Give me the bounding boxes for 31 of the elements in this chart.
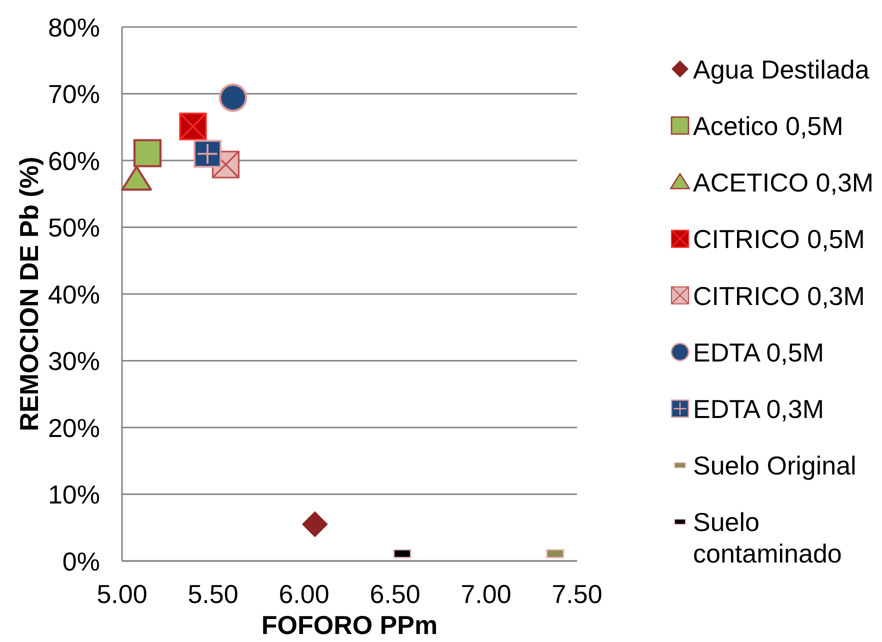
- legend-label: CITRICO 0,3M: [693, 280, 865, 311]
- x-tick-label: 6.50: [370, 579, 420, 609]
- y-axis-title: REMOCION DE Pb (%): [14, 156, 44, 432]
- point: [194, 140, 222, 168]
- legend-label: Suelo contaminado: [693, 507, 842, 568]
- y-tick-label: 80%: [48, 12, 100, 42]
- x-tick-label: 5.50: [188, 579, 238, 609]
- y-tick-label: 60%: [48, 146, 100, 176]
- legend-label: Acetico 0,5M: [693, 110, 844, 141]
- legend-label: Agua Destilada: [693, 54, 870, 84]
- x-tick-label: 7.00: [460, 579, 512, 609]
- x-axis-title: FOFORO PPm: [261, 610, 438, 640]
- y-tick-label: 50%: [48, 212, 100, 243]
- y-tick-label: 30%: [48, 346, 100, 376]
- legend-label: EDTA 0,5M: [693, 337, 824, 368]
- y-tick-label: 0%: [62, 546, 100, 576]
- x-tick-label: 7.50: [552, 579, 602, 609]
- y-tick-label: 20%: [48, 412, 100, 443]
- legend-label: CITRICO 0,5M: [693, 224, 865, 254]
- point: [179, 112, 207, 140]
- legend-label: ACETICO 0,3M: [693, 168, 874, 198]
- point: [302, 511, 328, 538]
- x-tick-label: 6.00: [278, 579, 330, 609]
- point: [218, 84, 248, 112]
- legend-label: EDTA 0,3M: [693, 394, 824, 424]
- x-tick-label: 5.00: [96, 579, 148, 609]
- y-tick-label: 70%: [48, 79, 100, 110]
- point: [133, 139, 162, 168]
- y-tick-label: 10%: [48, 480, 100, 510]
- y-tick-label: 40%: [48, 279, 100, 310]
- legend-label: Suelo Original: [693, 450, 856, 481]
